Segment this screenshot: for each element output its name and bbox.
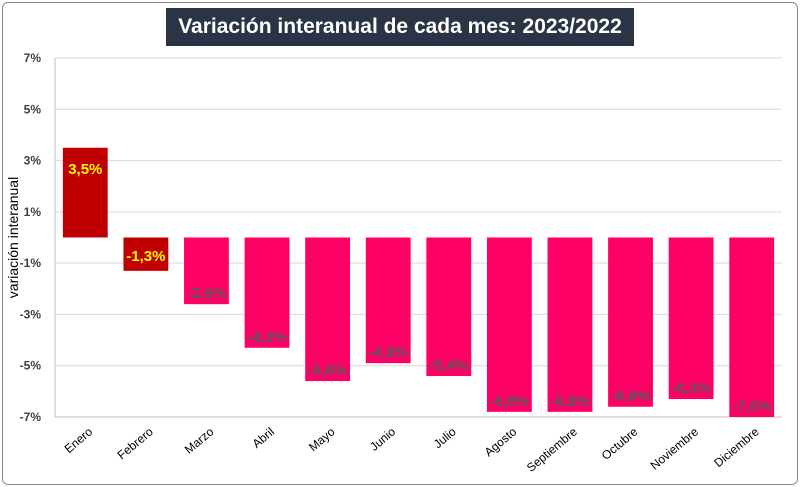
bar [729,237,775,417]
x-tick-label: Julio [431,424,459,451]
x-tick-label: Marzo [182,424,217,456]
y-tick-label: -5% [20,359,42,373]
y-tick-label: 1% [24,205,42,219]
data-label: -6,8% [490,393,529,410]
data-label: -7,0% [732,398,771,415]
x-tick-label: Noviembre [648,424,702,472]
x-tick-label: Junio [367,424,398,453]
y-tick-label: -7% [20,410,42,424]
data-label: -5,4% [429,357,468,374]
bar [305,237,351,382]
y-axis-title: variación interanual [5,177,21,298]
data-label: -1,3% [126,248,165,265]
bar [547,237,593,412]
y-tick-label: 3% [24,154,42,168]
y-tick-label: -1% [20,256,42,270]
x-tick-label: Agosto [482,424,520,459]
bar [486,237,532,412]
data-label: -4,9% [369,344,408,361]
x-tick-label: Abril [250,425,277,451]
x-tick-label: Febrero [115,424,156,462]
bar [365,237,411,364]
bar [608,237,653,407]
bar [244,237,290,348]
x-tick-label: Enero [62,424,96,456]
data-label: -4,3% [247,329,286,346]
x-tick-label: Diciembre [711,424,762,470]
x-tick-label: Septiembre [524,424,580,474]
x-tick-label: Octubre [599,424,641,462]
chart-title: Variación interanual de cada mes: 2023/2… [166,8,634,46]
bar [184,237,229,305]
y-tick-label: 5% [24,102,42,116]
data-label: -6,8% [550,393,589,410]
y-tick-label: 7% [24,51,42,65]
x-tick-label: Mayo [306,424,338,454]
data-label: -6,3% [672,380,711,397]
data-label: -2,6% [187,285,226,302]
bar [668,237,714,400]
data-label: -6,6% [611,388,650,405]
y-tick-label: -3% [20,307,42,321]
bar [123,237,169,271]
data-label: 3,5% [68,161,102,178]
data-label: -5,6% [308,362,347,379]
bar [62,147,108,238]
bar [426,237,472,376]
